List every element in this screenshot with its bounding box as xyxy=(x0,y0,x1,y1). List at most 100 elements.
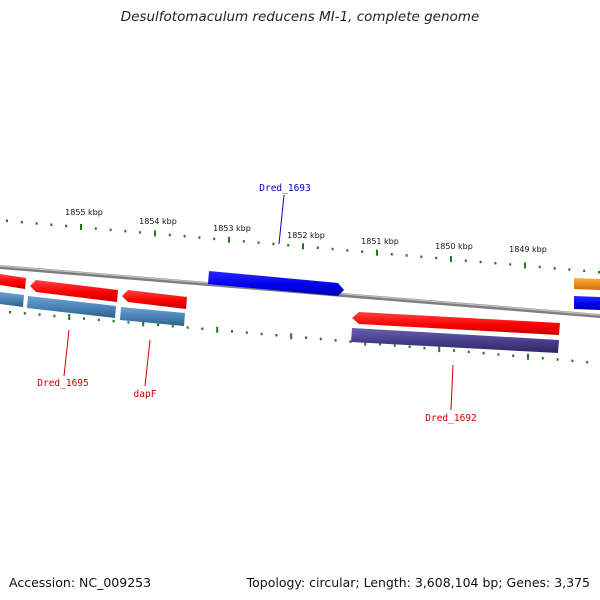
minor-tick xyxy=(287,244,290,247)
minor-tick xyxy=(586,360,589,364)
minor-tick xyxy=(393,344,396,347)
cog-feature-orange[interactable] xyxy=(574,278,600,290)
minor-tick xyxy=(435,256,438,260)
leader-line-Dred_1693 xyxy=(278,194,285,245)
minor-tick xyxy=(186,326,189,329)
tick-label: 1853 kbp xyxy=(213,224,251,233)
minor-tick xyxy=(245,331,248,334)
leader-line-dapF xyxy=(144,339,151,387)
gene-label-dapF[interactable]: dapF xyxy=(134,389,157,400)
minor-tick xyxy=(568,268,571,271)
minor-tick xyxy=(112,319,115,323)
cds-feature-forward[interactable] xyxy=(0,274,26,289)
minor-tick xyxy=(583,269,586,273)
minor-tick xyxy=(6,219,8,223)
minor-tick xyxy=(482,351,485,355)
minor-tick xyxy=(201,327,204,330)
minor-tick xyxy=(198,236,201,239)
major-tick xyxy=(527,353,529,360)
minor-tick xyxy=(231,330,233,333)
minor-tick xyxy=(168,233,171,237)
major-tick xyxy=(450,256,452,263)
major-tick xyxy=(438,346,441,353)
minor-tick xyxy=(83,317,85,320)
minor-tick xyxy=(346,249,349,252)
major-tick xyxy=(228,236,230,243)
minor-tick xyxy=(464,259,467,262)
minor-tick xyxy=(379,342,381,346)
gene-label-Dred_1693[interactable]: Dred_1693 xyxy=(259,183,310,194)
minor-tick xyxy=(556,358,559,361)
minor-tick xyxy=(423,346,426,350)
minor-tick xyxy=(124,229,127,233)
leader-line-Dred_1692 xyxy=(450,364,454,411)
tick-label: 1851 kbp xyxy=(361,237,399,246)
minor-tick xyxy=(9,310,11,314)
tick-label: 1854 kbp xyxy=(139,217,177,226)
minor-tick xyxy=(65,224,68,228)
minor-tick xyxy=(494,261,497,265)
gene-label-Dred_1692[interactable]: Dred_1692 xyxy=(425,413,476,424)
minor-tick xyxy=(598,270,600,274)
cog-feature-darkslateblue[interactable] xyxy=(351,328,559,353)
minor-tick xyxy=(275,334,278,337)
minor-tick xyxy=(349,340,352,343)
minor-tick xyxy=(319,337,322,341)
cog-feature-steelblue[interactable] xyxy=(120,307,185,326)
major-tick xyxy=(80,224,82,230)
tick-row-lower xyxy=(9,310,589,364)
minor-tick xyxy=(512,354,515,357)
cds-dapF-feature[interactable] xyxy=(122,290,187,309)
minor-tick xyxy=(467,350,470,354)
minor-tick xyxy=(50,223,53,226)
minor-tick xyxy=(272,242,275,246)
minor-tick xyxy=(553,267,556,270)
major-tick xyxy=(524,262,526,269)
minor-tick xyxy=(127,321,130,324)
major-tick xyxy=(154,230,156,237)
minor-tick xyxy=(53,314,56,318)
major-tick xyxy=(68,314,71,320)
cog-feature-steelblue[interactable] xyxy=(0,292,24,307)
major-tick xyxy=(376,249,378,256)
cog-feature-steelblue[interactable] xyxy=(27,296,116,318)
tick-label: 1855 kbp xyxy=(65,208,103,217)
tick-label: 1850 kbp xyxy=(435,242,473,251)
minor-tick xyxy=(331,247,334,251)
minor-tick xyxy=(213,237,216,241)
genome-summary-text: Topology: circular; Length: 3,608,104 bp… xyxy=(246,575,590,590)
minor-tick xyxy=(157,323,159,327)
cds-Dred_1693-feature[interactable] xyxy=(208,271,344,296)
minor-tick xyxy=(509,263,512,266)
tick-label: 1849 kbp xyxy=(509,245,547,254)
minor-tick xyxy=(20,220,23,224)
minor-tick xyxy=(390,253,393,256)
cds-Dred_1692-feature[interactable] xyxy=(352,312,560,335)
gene-label-Dred_1695[interactable]: Dred_1695 xyxy=(37,378,88,389)
accession-text: Accession: NC_009253 xyxy=(9,575,152,590)
minor-tick xyxy=(94,227,97,230)
cds-feature-forward[interactable] xyxy=(30,280,118,302)
minor-tick xyxy=(538,265,541,269)
major-tick xyxy=(142,320,145,327)
minor-tick xyxy=(23,312,26,315)
minor-tick xyxy=(305,336,307,339)
minor-tick xyxy=(420,255,423,258)
minor-tick xyxy=(97,318,100,322)
minor-tick xyxy=(453,349,455,352)
leader-line-Dred_1695 xyxy=(63,329,70,377)
cds-feature-reverse[interactable] xyxy=(574,296,600,310)
minor-tick xyxy=(408,345,411,348)
major-tick xyxy=(216,326,219,333)
tick-label: 1852 kbp xyxy=(287,231,325,240)
minor-tick xyxy=(38,313,41,316)
minor-tick xyxy=(183,235,186,238)
minor-tick xyxy=(257,241,260,244)
minor-tick xyxy=(334,339,337,342)
minor-tick xyxy=(479,260,482,264)
minor-tick xyxy=(35,222,38,225)
minor-tick xyxy=(242,240,245,243)
major-tick xyxy=(302,243,304,250)
tick-labels: 1855 kbp 1854 kbp 1853 kbp 1852 kbp 1851 kbp… xyxy=(65,208,547,254)
